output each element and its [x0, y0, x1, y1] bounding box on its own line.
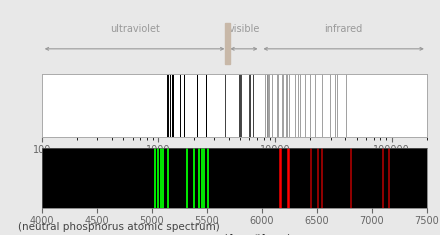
Text: (angstroms): (angstroms) — [178, 167, 291, 177]
Text: (neutral phosphorus atomic spectrum): (neutral phosphorus atomic spectrum) — [18, 222, 220, 232]
Text: wavelength: wavelength — [198, 167, 271, 177]
Bar — [225, 24, 230, 64]
Text: (angstroms): (angstroms) — [178, 234, 291, 235]
Text: infrared: infrared — [325, 24, 363, 34]
Text: visible: visible — [228, 24, 260, 34]
Text: ultraviolet: ultraviolet — [110, 24, 160, 34]
Text: wavelength: wavelength — [198, 234, 271, 235]
